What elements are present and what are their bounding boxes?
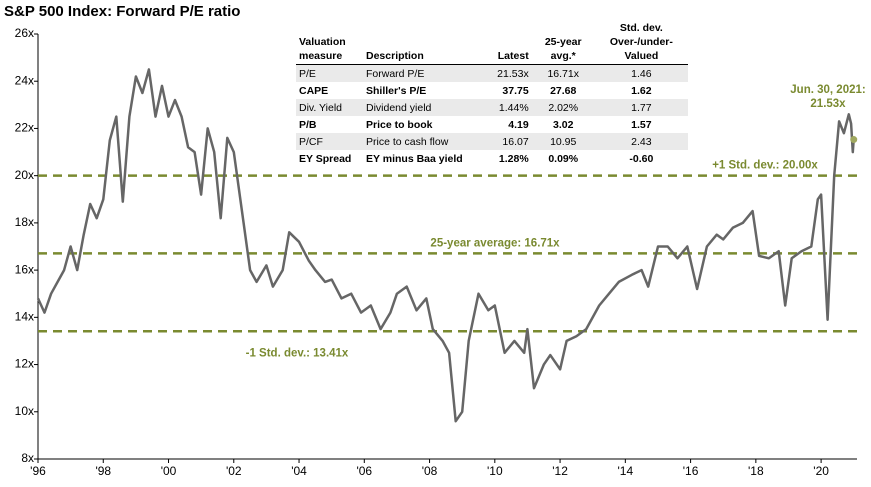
- table-cell: 3.02: [553, 118, 574, 131]
- table-cell: 37.75: [502, 84, 529, 97]
- latest-annotation: Jun. 30, 2021:: [790, 84, 865, 96]
- table-cell: 2.43: [631, 135, 652, 148]
- x-tick-label: '18: [748, 464, 764, 478]
- table-row: P/B Price to book 4.19 3.02 1.57: [296, 116, 688, 133]
- y-tick-label: 18x: [15, 215, 34, 229]
- y-tick-label: 22x: [15, 121, 34, 135]
- table-row: P/E Forward P/E 21.53x 16.71x 1.46: [296, 64, 688, 82]
- x-tick-label: '10: [487, 464, 503, 478]
- reference-label: 25-year average: 16.71x: [430, 237, 560, 249]
- table-cell: 1.57: [631, 118, 652, 131]
- table-row: CAPE Shiller's P/E 37.75 27.68 1.62: [296, 82, 688, 99]
- x-tick-label: '02: [226, 464, 242, 478]
- table-cell: 1.44%: [498, 101, 529, 114]
- table-header: Valuation measure: [296, 20, 363, 65]
- chart-title: S&P 500 Index: Forward P/E ratio: [4, 3, 240, 20]
- pe-line: [36, 68, 855, 423]
- table-cell: Price to cash flow: [366, 135, 449, 148]
- x-tick-label: '98: [95, 464, 111, 478]
- y-tick-label: 10x: [15, 404, 34, 418]
- table-cell: EY Spread: [299, 152, 352, 165]
- x-tick-label: '04: [291, 464, 307, 478]
- y-tick-label: 16x: [15, 262, 34, 276]
- reference-label: +1 Std. dev.: 20.00x: [712, 160, 818, 172]
- x-tick-label: '14: [618, 464, 634, 478]
- table-cell: Div. Yield: [299, 101, 342, 114]
- y-tick-label: 12x: [15, 357, 34, 371]
- table-cell: 21.53x: [497, 67, 529, 80]
- x-tick-label: '06: [356, 464, 372, 478]
- table-header: Std. dev. Over-/under-Valued: [594, 20, 688, 65]
- table-cell: 16.71x: [547, 67, 579, 80]
- table-cell: 1.28%: [498, 152, 529, 165]
- table-cell: P/B: [299, 118, 317, 131]
- x-tick-label: '16: [683, 464, 699, 478]
- table-cell: 1.77: [631, 101, 652, 114]
- x-tick-label: '08: [422, 464, 438, 478]
- y-tick-label: 20x: [15, 168, 34, 182]
- x-tick-label: '00: [161, 464, 177, 478]
- y-tick-label: 26x: [15, 26, 34, 40]
- x-tick-label: '12: [552, 464, 568, 478]
- table-row: EY Spread EY minus Baa yield 1.28% 0.09% -0.…: [296, 150, 688, 167]
- table-cell: -0.60: [629, 152, 654, 165]
- table-row: Div. Yield Dividend yield 1.44% 2.02% 1.77: [296, 99, 688, 116]
- table-row: P/CF Price to cash flow 16.07 10.95 2.43: [296, 133, 688, 150]
- table-cell: P/CF: [299, 135, 323, 148]
- y-tick-label: 24x: [15, 73, 34, 87]
- table-cell: Dividend yield: [366, 101, 432, 114]
- valuation-table: Valuation measure Description Latest 25-yea…: [296, 20, 688, 167]
- table-cell: 2.02%: [548, 101, 579, 114]
- table-cell: 27.68: [550, 84, 577, 97]
- table-cell: Forward P/E: [366, 67, 425, 80]
- y-tick-label: 14x: [15, 310, 34, 324]
- table-cell: Shiller's P/E: [366, 84, 427, 97]
- table-cell: CAPE: [299, 84, 329, 97]
- x-tick-label: '96: [30, 464, 46, 478]
- latest-annotation: 21.53x: [810, 98, 846, 110]
- table-cell: P/E: [299, 67, 316, 80]
- y-tick-label: 8x: [21, 451, 34, 465]
- reference-label: -1 Std. dev.: 13.41x: [246, 347, 349, 359]
- table-cell: 1.46: [631, 67, 652, 80]
- table-header: 25-year avg.*: [531, 20, 595, 65]
- table-cell: 4.19: [508, 118, 529, 131]
- table-cell: Price to book: [366, 118, 433, 131]
- table-cell: EY minus Baa yield: [366, 152, 463, 165]
- x-tick-label: '20: [813, 464, 829, 478]
- table-header: Description: [363, 20, 474, 65]
- table-cell: 10.95: [550, 135, 577, 148]
- latest-point: [850, 136, 858, 144]
- table-cell: 16.07: [502, 135, 529, 148]
- table-cell: 0.09%: [548, 152, 579, 165]
- table-cell: 1.62: [631, 84, 652, 97]
- table-header: Latest: [473, 20, 532, 65]
